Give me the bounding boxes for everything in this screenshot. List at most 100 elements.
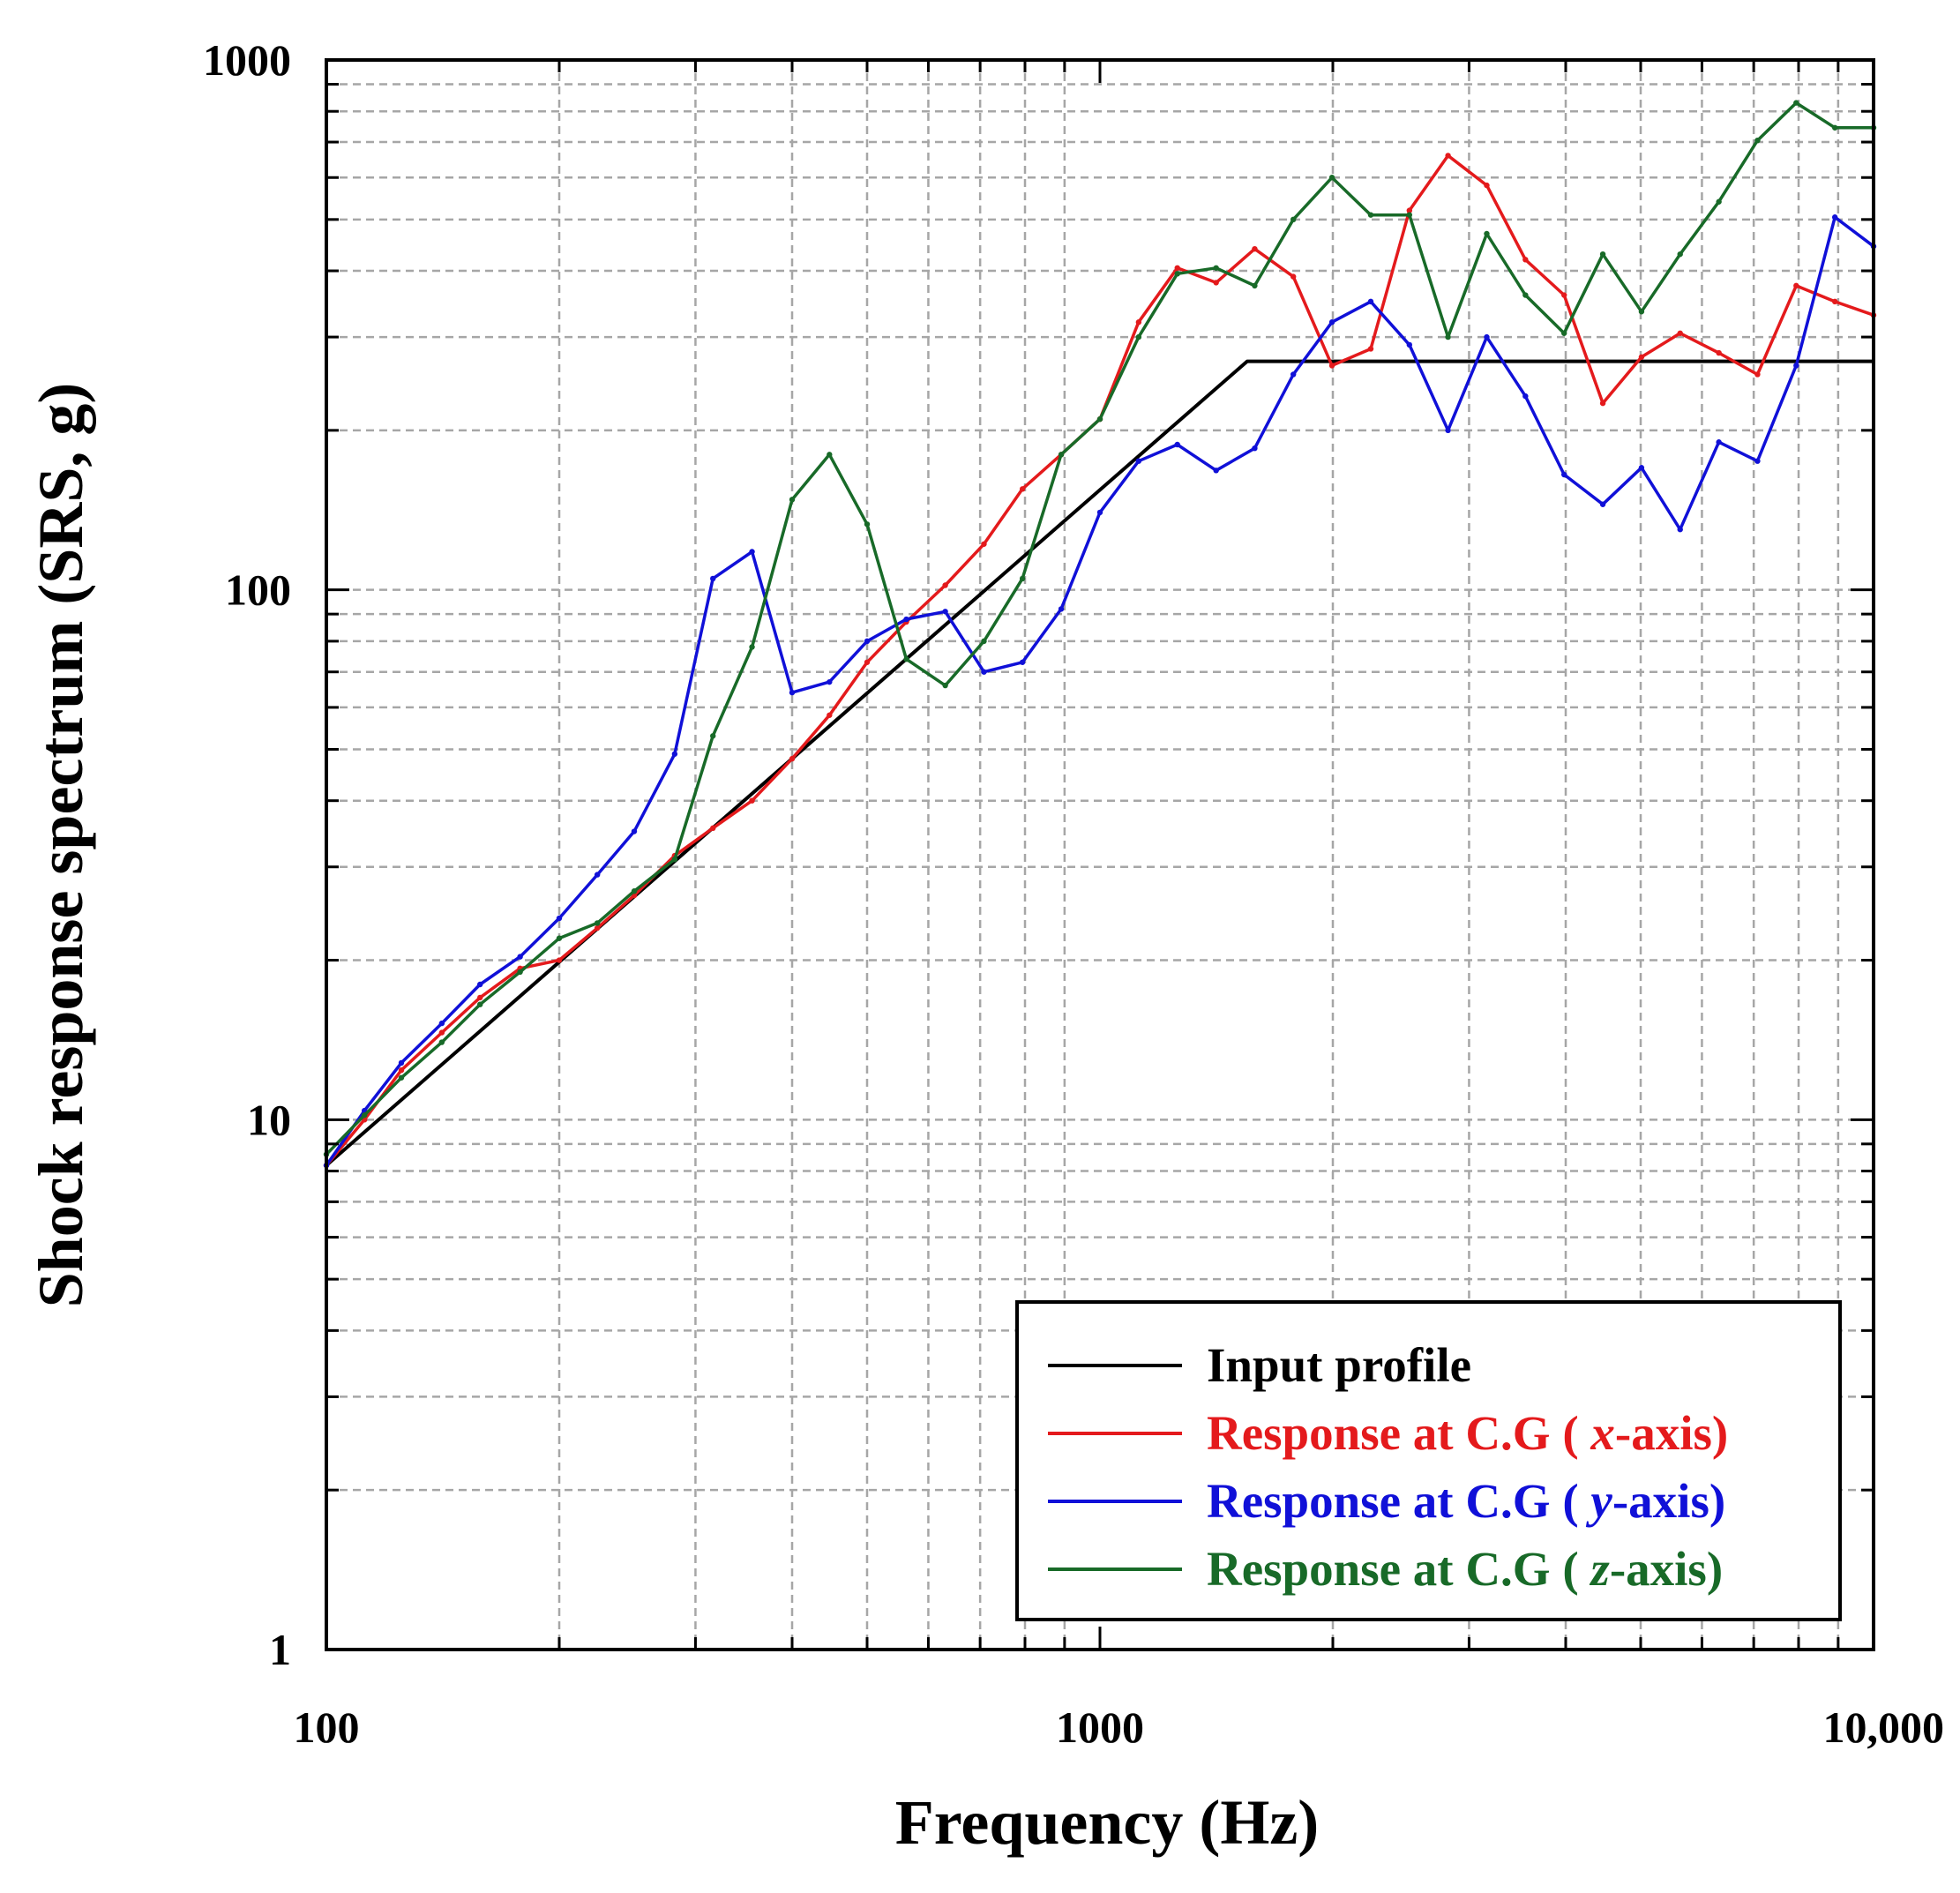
data-point [556,957,563,963]
data-point [1484,182,1490,189]
data-point [594,920,601,926]
data-point [594,924,601,932]
data-point [398,1059,405,1066]
data-point [1638,354,1645,360]
data-point [942,682,948,689]
data-point [1252,445,1258,452]
data-point [903,616,909,623]
data-point [1019,486,1026,492]
data-point [710,733,716,739]
data-point [1638,465,1645,471]
data-point [1599,400,1606,407]
data-point [1213,265,1219,271]
data-point [631,828,638,834]
data-point [477,994,483,1001]
data-point [1560,471,1567,478]
data-point [1716,349,1722,356]
data-point [1793,282,1799,289]
data-point [1754,458,1761,464]
data-point [1754,371,1761,378]
data-point [517,969,523,976]
data-point [749,644,755,650]
data-point [1328,319,1335,325]
data-point [438,1020,445,1027]
data-point [1174,271,1180,277]
data-point [1445,427,1451,434]
data-point [864,659,871,665]
data-point [1677,251,1683,258]
data-point [1831,298,1838,305]
data-point [1252,245,1258,252]
data-point [1484,230,1490,237]
data-point [1445,333,1451,340]
data-point [1445,153,1451,159]
data-point [556,935,563,941]
data-point [789,755,796,762]
data-point [749,797,755,804]
x-tick-label: 100 [294,1702,360,1752]
legend-label-1: Response at C.G ( x-axis) [1207,1406,1728,1460]
data-point [1522,393,1529,400]
legend-label-3: Response at C.G ( z-axis) [1207,1542,1723,1596]
legend-box [1015,1300,1842,1621]
data-point [438,1039,445,1045]
data-point [903,656,909,662]
y-axis-title: Shock response spectrum (SRS, g) [26,383,96,1308]
data-point [1290,216,1297,223]
data-point [1831,124,1838,131]
data-point [1793,363,1799,369]
data-point [1831,214,1838,221]
data-point [1599,501,1606,507]
data-point [942,582,948,588]
data-point [789,497,796,503]
axes: 1 10 100 1000 100 1000 10,000 [203,35,1944,1752]
data-point [1174,441,1180,448]
data-point [1058,452,1065,458]
data-point [671,856,678,863]
data-point [1096,415,1103,423]
data-point [1754,137,1761,144]
y-tick-label: 100 [225,565,291,615]
data-point [361,1111,368,1119]
data-point [1058,606,1065,612]
data-point [1406,341,1413,348]
data-point [594,872,601,878]
data-point [789,689,796,696]
data-point [1367,212,1374,218]
data-point [1560,292,1567,298]
data-point [477,1001,483,1007]
data-point [1484,333,1490,340]
data-point [1677,330,1683,336]
data-point [942,609,948,615]
data-point [556,915,563,922]
data-point [1096,509,1103,516]
data-point [1135,319,1142,325]
data-point [1522,292,1529,298]
data-point [1135,458,1142,464]
data-point [1716,439,1722,445]
data-point [981,669,987,675]
data-point [981,638,987,645]
data-point [517,954,523,960]
x-tick-label: 10,000 [1823,1702,1945,1752]
legend-label-2: Response at C.G ( y-axis) [1207,1474,1725,1528]
data-point [864,638,871,645]
data-point [1638,309,1645,315]
data-point [671,751,678,757]
x-axis-title: Frequency (Hz) [895,1787,1320,1858]
data-point [1213,280,1219,286]
data-point [710,575,716,582]
data-point [981,541,987,547]
data-point [1328,175,1335,181]
legend-label-0: Input profile [1207,1338,1471,1392]
y-tick-label: 1 [269,1625,291,1674]
data-point [1367,298,1374,305]
data-point [631,888,638,894]
data-point [1135,333,1142,340]
data-point [1328,363,1335,369]
x-tick-label: 1000 [1056,1702,1144,1752]
data-point [1290,371,1297,378]
data-point [1019,575,1026,582]
data-point [438,1029,445,1036]
data-point [1174,265,1180,271]
